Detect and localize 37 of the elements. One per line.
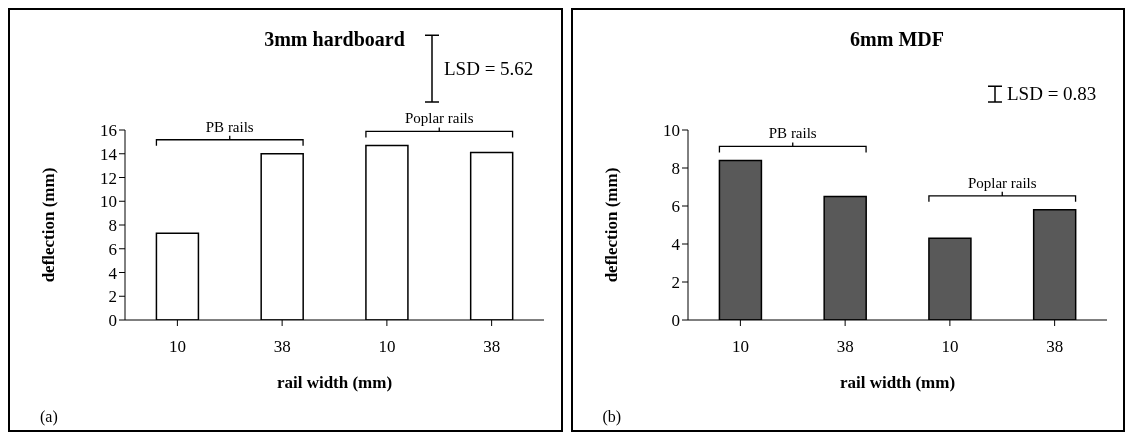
y-tick-label: 8 — [108, 216, 117, 236]
y-tick-label: 0 — [108, 311, 117, 331]
text: LSD = 5.62 — [444, 57, 534, 79]
y-tick-label: 2 — [671, 273, 680, 293]
x-tick-label: 38 — [273, 337, 291, 357]
y-tick-label: 2 — [108, 287, 117, 307]
y-tick-label: 16 — [100, 121, 117, 141]
x-tick-label: 38 — [836, 337, 854, 357]
y-tick-label: 8 — [671, 159, 680, 179]
y-tick-label: 10 — [100, 192, 117, 212]
text: LSD = 0.83 — [1006, 83, 1096, 105]
y-tick-label: 4 — [108, 263, 118, 283]
x-tick-label: 10 — [378, 337, 396, 357]
x-tick-label: 38 — [483, 337, 501, 357]
y-tick-label: 6 — [671, 197, 680, 217]
text: (a) — [40, 408, 58, 426]
text: Poplar rails — [404, 110, 474, 127]
y-tick-label: 0 — [671, 311, 680, 331]
y-axis-title: deflection (mm) — [601, 167, 621, 283]
y-tick-label: 12 — [100, 168, 117, 188]
annotation: PB rails — [205, 118, 254, 135]
y-axis-title: deflection (mm) — [39, 167, 59, 283]
x-tick-label: 10 — [731, 337, 749, 357]
x-tick-label: 38 — [1045, 337, 1063, 357]
y-tick-label: 14 — [100, 144, 118, 164]
x-axis-title: rail width (mm) — [839, 373, 955, 392]
y-tick-label: 4 — [671, 235, 680, 255]
chart-title: 6mm MDF — [849, 28, 945, 51]
x-axis-title: rail width (mm) — [276, 373, 393, 392]
annotation: Poplar rails — [967, 174, 1037, 191]
text: (b) — [602, 408, 622, 426]
y-tick-label: 6 — [108, 239, 117, 259]
x-tick-label: 10 — [168, 337, 186, 357]
x-tick-label: 10 — [940, 337, 958, 357]
annotation: PB rails — [768, 125, 817, 142]
chart-title: 3mm hardboard — [263, 28, 406, 51]
y-tick-label: 10 — [662, 121, 680, 141]
